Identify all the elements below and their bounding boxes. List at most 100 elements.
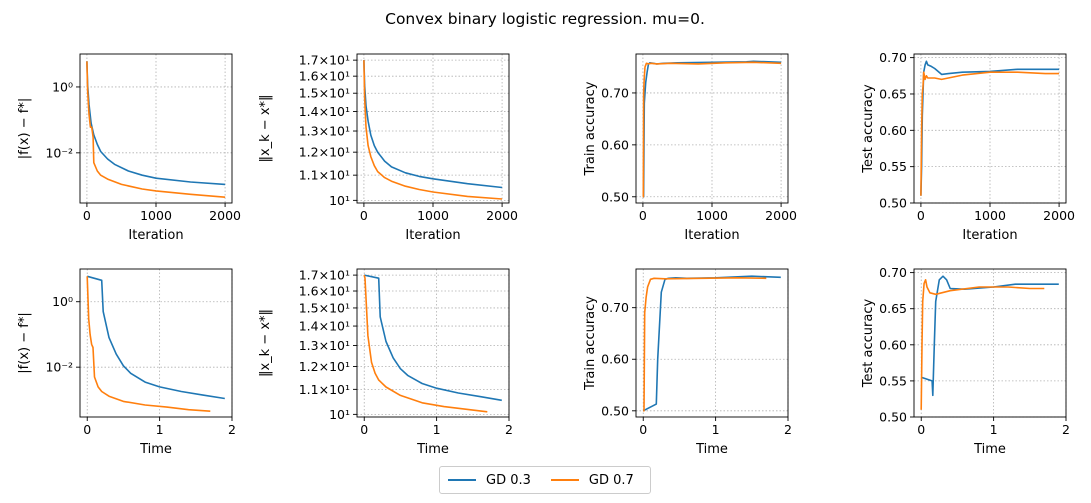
x-tick-label: 0 xyxy=(360,208,368,223)
y-tick-label: 1.5×10¹ xyxy=(299,86,350,101)
y-tick-label: 0.70 xyxy=(879,265,907,280)
x-tick-label: 1000 xyxy=(140,208,172,223)
series-line-gd07 xyxy=(920,71,1060,196)
y-tick-label: 1.6×10¹ xyxy=(299,69,350,84)
series-line-gd07 xyxy=(363,60,503,200)
series-line-gd07 xyxy=(642,61,782,198)
x-tick-label: 2 xyxy=(1062,422,1070,437)
legend: GD 0.3 GD 0.7 xyxy=(439,466,651,494)
legend-entry-gd07: GD 0.7 xyxy=(550,472,634,488)
legend-label-gd07: GD 0.7 xyxy=(588,472,634,488)
y-tick-label: 1.4×10¹ xyxy=(299,104,350,119)
y-axis-label: Train accuracy xyxy=(583,81,598,176)
x-axis-label: Iteration xyxy=(405,228,460,243)
y-axis-label: |f(x) − f*| xyxy=(17,312,32,373)
y-tick-label: 1.4×10¹ xyxy=(299,319,350,334)
x-tick-label: 2000 xyxy=(486,208,518,223)
y-tick-label: 0.50 xyxy=(601,403,629,418)
y-tick-label: 0.70 xyxy=(879,50,907,65)
y-tick-label: 1.1×10¹ xyxy=(299,382,350,397)
y-axis-label: |f(x) − f*| xyxy=(17,98,32,159)
x-tick-label: 0 xyxy=(639,422,647,437)
y-tick-label: 0.55 xyxy=(879,159,907,174)
y-tick-label: 1.2×10¹ xyxy=(299,359,350,374)
series-line-gd07 xyxy=(363,274,488,413)
y-tick-label: 0.50 xyxy=(879,410,907,425)
y-tick-label: 0.55 xyxy=(879,373,907,388)
y-tick-label: 0.70 xyxy=(601,300,629,315)
y-axis-label: Train accuracy xyxy=(583,296,598,391)
series-line-gd07 xyxy=(86,276,211,412)
y-tick-label: 0.65 xyxy=(879,301,907,316)
x-axis-label: Iteration xyxy=(128,228,183,243)
x-tick-label: 1 xyxy=(156,422,164,437)
y-tick-label: 0.70 xyxy=(601,85,629,100)
x-tick-label: 2000 xyxy=(1043,208,1075,223)
x-tick-label: 2000 xyxy=(209,208,241,223)
y-tick-label: 1.3×10¹ xyxy=(299,338,350,353)
series-line-gd03 xyxy=(920,275,1059,397)
legend-swatch-gd07 xyxy=(550,479,579,481)
y-tick-label: 0.50 xyxy=(879,196,907,211)
x-axis-label: Iteration xyxy=(684,228,739,243)
y-tick-label: 10⁻² xyxy=(45,360,73,375)
x-tick-label: 2 xyxy=(784,422,792,437)
y-tick-label: 1.7×10¹ xyxy=(299,53,350,68)
axes-frame xyxy=(79,268,233,418)
legend-entry-gd03: GD 0.3 xyxy=(448,473,531,488)
y-tick-label: 0.60 xyxy=(879,337,907,352)
subplot-8: 0 1 2 0.50 0.55 0.60 0.65 0.70 Time Test accuracy xyxy=(861,265,1070,457)
y-axis-label: Test accuracy xyxy=(861,84,876,174)
y-tick-label: 10¹ xyxy=(329,407,350,422)
x-axis-label: Time xyxy=(416,442,449,457)
y-tick-label: 0.60 xyxy=(601,137,629,152)
x-tick-label: 2000 xyxy=(765,208,797,223)
x-tick-label: 1 xyxy=(712,422,720,437)
x-tick-label: 0 xyxy=(83,208,91,223)
x-axis-label: Time xyxy=(695,442,728,457)
x-tick-label: 0 xyxy=(639,208,647,223)
legend-swatch-gd03 xyxy=(448,479,476,481)
x-tick-label: 1 xyxy=(990,422,998,437)
x-tick-label: 0 xyxy=(917,422,925,437)
x-tick-label: 2 xyxy=(228,422,236,437)
subplot-3: 0 1000 2000 0.50 0.60 0.70 Iteration Train accu… xyxy=(583,53,797,243)
y-tick-label: 1.1×10¹ xyxy=(299,168,350,183)
y-axis-label: ‖x_k − x*‖ xyxy=(258,94,273,162)
y-tick-label: 0.65 xyxy=(879,86,907,101)
y-tick-label: 10⁰ xyxy=(52,79,73,94)
x-tick-label: 0 xyxy=(83,422,91,437)
y-axis-label: Test accuracy xyxy=(861,299,876,389)
subplot-7: 0 1 2 0.50 0.60 0.70 Time Train accuracy xyxy=(583,268,792,457)
series-line-gd03 xyxy=(642,60,782,198)
series-line-gd03 xyxy=(642,275,781,412)
subplot-1: 0 1000 2000 10⁻² 10⁰ Iteration |f(x) − f*| xyxy=(17,53,241,243)
legend-label-gd03: GD 0.3 xyxy=(486,472,531,488)
x-tick-label: 1000 xyxy=(696,208,728,223)
subplot-4: 0 1000 2000 0.50 0.55 0.60 0.65 0.70 Iteration Te… xyxy=(861,50,1075,243)
subplot-5: 0 1 2 10⁻² 10⁰ Time |f(x) − f*| xyxy=(17,268,236,457)
figure-title: Convex binary logistic regression. mu=0. xyxy=(385,10,705,28)
y-tick-label: 0.50 xyxy=(601,189,629,204)
y-tick-label: 1.7×10¹ xyxy=(299,268,350,283)
series-line-gd03 xyxy=(364,274,502,402)
series-line-gd03 xyxy=(363,60,503,189)
y-tick-label: 10¹ xyxy=(329,193,350,208)
series-line-gd07 xyxy=(920,279,1045,410)
x-axis-label: Iteration xyxy=(962,228,1017,243)
x-tick-label: 1 xyxy=(433,422,441,437)
x-tick-label: 1000 xyxy=(417,208,449,223)
subplot-6: 0 1 2 10¹ 1.1×10¹ 1.2×10¹ 1.3×10¹ 1.4×10¹ 1.5×10… xyxy=(258,268,513,457)
y-tick-label: 1.6×10¹ xyxy=(299,284,350,299)
x-tick-label: 1000 xyxy=(974,208,1006,223)
y-tick-label: 0.60 xyxy=(601,352,629,367)
series-line-gd07 xyxy=(643,277,767,412)
x-axis-label: Time xyxy=(139,442,172,457)
x-axis-label: Time xyxy=(973,442,1006,457)
x-tick-label: 0 xyxy=(360,422,368,437)
axes-frame xyxy=(913,268,1067,418)
y-tick-label: 1.3×10¹ xyxy=(299,124,350,139)
series-line-gd07 xyxy=(86,61,226,198)
